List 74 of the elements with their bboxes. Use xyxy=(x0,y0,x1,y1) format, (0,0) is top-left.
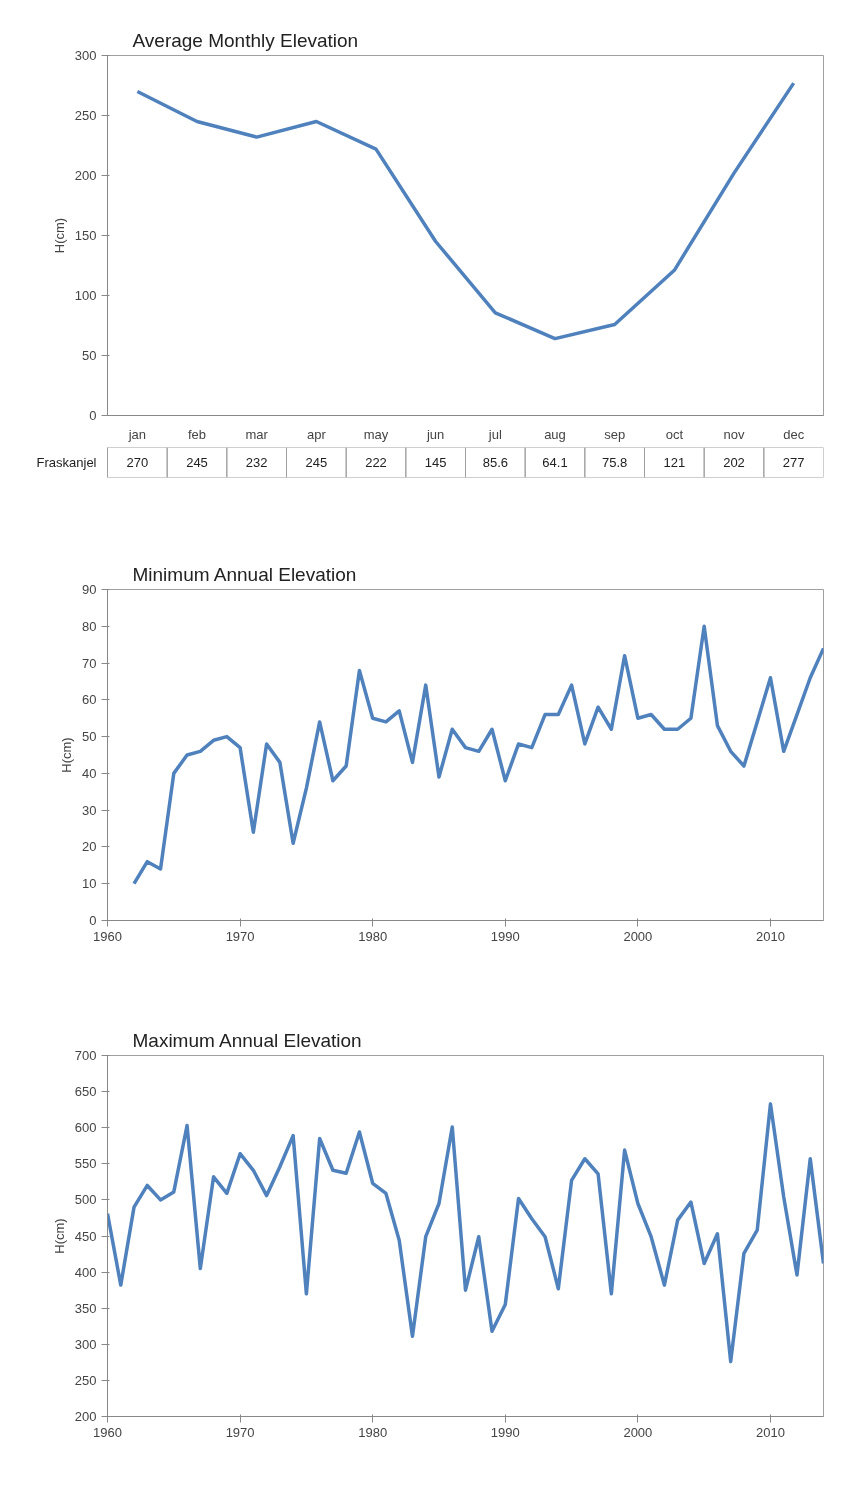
y-tick-label: 30 xyxy=(82,802,97,818)
data-label: 121 xyxy=(663,455,686,470)
data-label: 277 xyxy=(782,455,805,470)
y-tick-label: 40 xyxy=(82,765,97,781)
data-label: 64.1 xyxy=(542,455,568,470)
x-tick-label: 2000 xyxy=(623,928,653,944)
chart-title: Maximum Annual Elevation xyxy=(132,1029,362,1051)
x-tick-label: 1970 xyxy=(225,928,255,944)
data-label: 245 xyxy=(305,455,328,470)
y-tick-label: 50 xyxy=(82,348,97,363)
y-tick-label: 250 xyxy=(74,108,97,123)
y-tick-label: 80 xyxy=(82,618,97,634)
data-label: 202 xyxy=(723,455,745,470)
y-tick-label: 10 xyxy=(82,876,97,892)
y-axis-title: H(cm) xyxy=(51,1218,67,1254)
y-tick-label: 300 xyxy=(74,48,97,63)
x-tick-label: 1990 xyxy=(490,1424,520,1440)
y-tick-label: 300 xyxy=(74,1336,97,1352)
y-tick-label: 0 xyxy=(89,913,97,928)
x-tick-label: 2010 xyxy=(756,928,785,944)
data-label: 245 xyxy=(186,455,208,470)
x-tick-label: 1990 xyxy=(490,928,520,944)
y-tick-label: 70 xyxy=(82,655,97,671)
y-tick-label: 650 xyxy=(74,1084,97,1100)
data-label: 232 xyxy=(245,455,268,470)
y-tick-label: 50 xyxy=(82,729,97,745)
data-label: 145 xyxy=(424,455,447,470)
data-label: 85.6 xyxy=(482,455,508,470)
y-tick-label: 450 xyxy=(74,1228,97,1244)
y-tick-label: 90 xyxy=(82,582,97,597)
y-tick-label: 550 xyxy=(74,1156,97,1172)
x-tick-label: 2010 xyxy=(756,1424,785,1440)
x-tick-label: nov xyxy=(723,426,745,442)
data-label: 270 xyxy=(126,455,149,470)
y-tick-label: 100 xyxy=(74,288,97,303)
y-tick-label: 20 xyxy=(82,839,97,855)
y-tick-label: 250 xyxy=(74,1372,97,1388)
y-tick-label: 400 xyxy=(74,1264,97,1280)
y-tick-label: 200 xyxy=(74,1409,97,1424)
y-tick-label: 500 xyxy=(74,1192,97,1208)
y-tick-label: 0 xyxy=(89,408,97,423)
text: Fraskanjel xyxy=(36,455,97,470)
x-tick-label: 1960 xyxy=(93,1424,122,1440)
y-tick-label: 200 xyxy=(74,168,97,183)
x-tick-label: sep xyxy=(604,426,626,442)
x-tick-label: jan xyxy=(127,426,147,442)
x-tick-label: mar xyxy=(245,426,269,442)
x-tick-label: 1980 xyxy=(358,1424,388,1440)
y-tick-label: 350 xyxy=(74,1300,97,1316)
y-tick-label: 600 xyxy=(74,1120,97,1136)
line-series xyxy=(107,1102,824,1364)
x-tick-label: 1960 xyxy=(93,928,122,944)
x-tick-label: apr xyxy=(306,426,327,442)
y-axis-title: H(cm) xyxy=(51,217,67,254)
x-tick-label: 2000 xyxy=(623,1424,653,1440)
data-label: 222 xyxy=(365,455,387,470)
x-tick-label: oct xyxy=(665,426,684,442)
y-tick-label: 60 xyxy=(82,692,97,708)
chart-title: Average Monthly Elevation xyxy=(132,29,359,51)
x-tick-label: feb xyxy=(187,426,207,442)
x-tick-label: jun xyxy=(425,426,445,442)
data-label: 75.8 xyxy=(602,455,628,470)
chart-title: Minimum Annual Elevation xyxy=(132,563,357,585)
y-tick-label: 700 xyxy=(74,1048,97,1063)
x-tick-label: may xyxy=(363,426,389,442)
x-tick-label: jul xyxy=(487,426,502,442)
x-tick-label: 1980 xyxy=(358,928,388,944)
line-series xyxy=(135,81,796,341)
y-tick-label: 150 xyxy=(74,228,97,243)
x-tick-label: aug xyxy=(544,426,566,442)
x-tick-label: dec xyxy=(783,426,805,442)
x-tick-label: 1970 xyxy=(225,1424,255,1440)
line-series xyxy=(132,624,824,886)
y-axis-title: H(cm) xyxy=(59,737,75,773)
